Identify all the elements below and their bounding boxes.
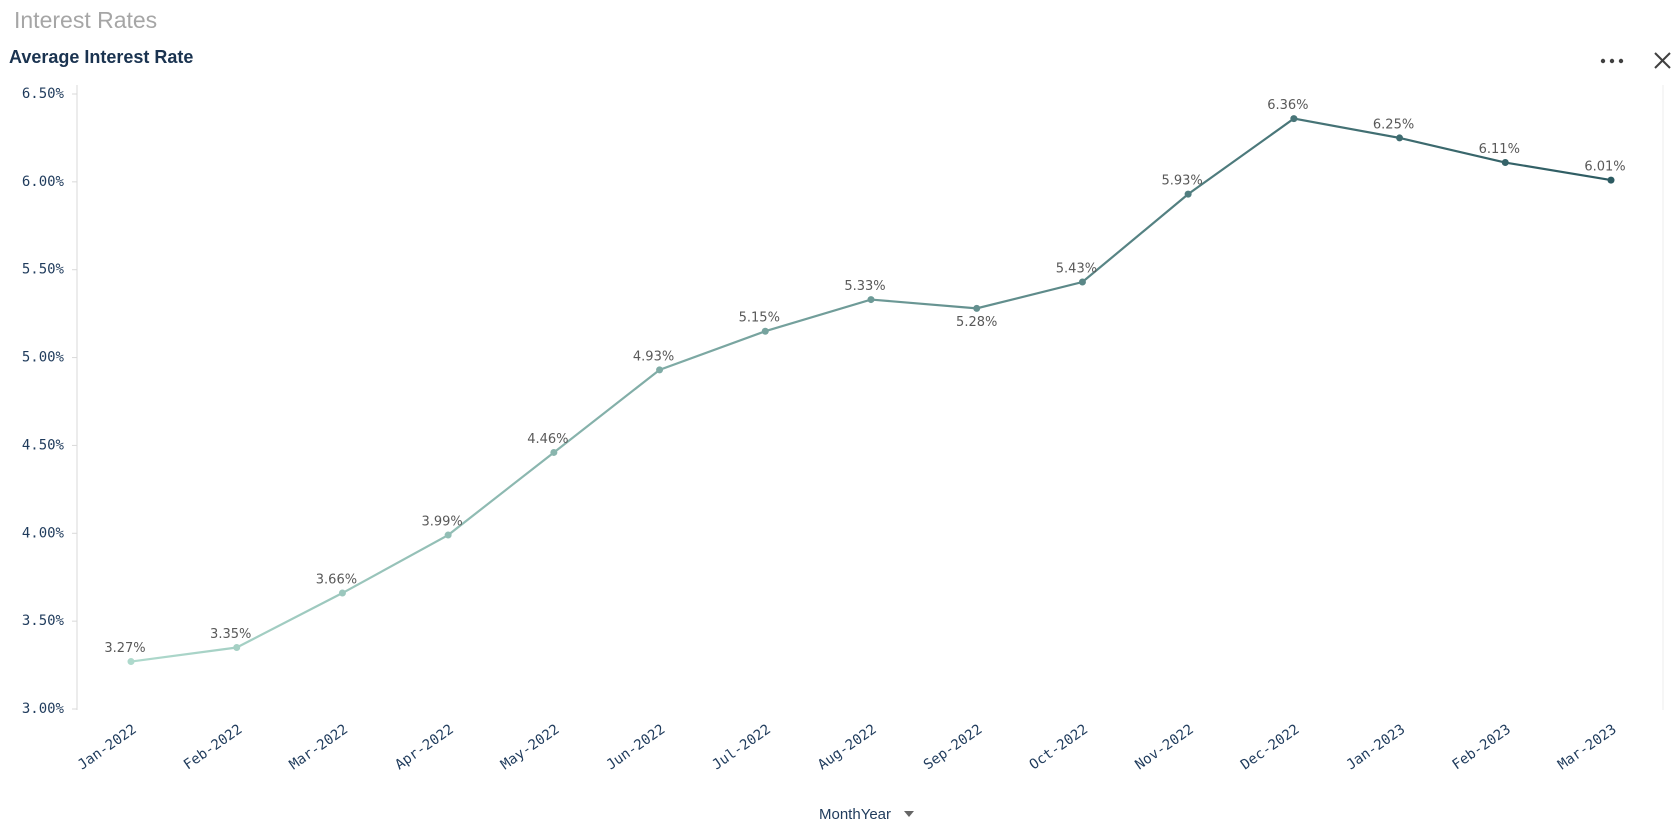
x-tick-label: Mar-2022 xyxy=(287,721,351,773)
y-tick-label: 5.00% xyxy=(22,350,65,366)
data-label: 5.43% xyxy=(1056,262,1097,277)
more-menu[interactable] xyxy=(1600,58,1624,64)
point xyxy=(444,531,452,539)
y-tick-label: 6.00% xyxy=(22,174,65,190)
data-label: 3.66% xyxy=(316,573,357,588)
x-tick-label: Aug-2022 xyxy=(815,721,879,773)
data-label: 3.99% xyxy=(421,515,462,530)
x-tick-label: Sep-2022 xyxy=(921,721,985,773)
point xyxy=(656,366,664,374)
data-label: 4.93% xyxy=(633,349,674,364)
x-tick-label: Jul-2022 xyxy=(709,721,773,773)
data-label: 5.15% xyxy=(739,311,780,326)
x-tick-label: Mar-2023 xyxy=(1555,721,1619,773)
x-tick-label: Jan-2022 xyxy=(75,721,139,773)
x-tick-label: Feb-2022 xyxy=(181,721,245,773)
data-label: 5.93% xyxy=(1161,174,1202,189)
y-tick-label: 3.00% xyxy=(22,701,65,717)
point xyxy=(1184,190,1192,198)
x-tick-label: Oct-2022 xyxy=(1027,721,1091,773)
point xyxy=(1607,176,1615,184)
point xyxy=(867,296,875,304)
y-tick-label: 4.00% xyxy=(22,525,65,541)
y-tick-label: 6.50% xyxy=(22,86,65,102)
point xyxy=(127,658,135,666)
point xyxy=(1396,134,1404,142)
data-label: 5.33% xyxy=(844,279,885,294)
x-tick-label: May-2022 xyxy=(498,721,562,773)
close-button[interactable] xyxy=(1654,52,1671,69)
data-label: 4.46% xyxy=(527,432,568,447)
chart-title: Average Interest Rate xyxy=(9,47,193,67)
x-tick-label: Jun-2022 xyxy=(604,721,668,773)
x-tick-label: Feb-2023 xyxy=(1449,721,1513,773)
data-label: 6.01% xyxy=(1584,160,1625,175)
x-tick-label: Nov-2022 xyxy=(1132,721,1196,773)
data-label: 6.25% xyxy=(1373,117,1414,132)
y-tick-label: 3.50% xyxy=(22,613,65,629)
point xyxy=(338,589,346,597)
data-label: 3.27% xyxy=(104,641,145,656)
point xyxy=(1501,159,1509,167)
sheet-title: Interest Rates xyxy=(14,7,157,33)
x-tick-label: Dec-2022 xyxy=(1238,721,1302,773)
point xyxy=(1078,278,1086,286)
point xyxy=(973,304,981,312)
data-label: 6.11% xyxy=(1479,142,1520,157)
x-field-selector[interactable]: MonthYear xyxy=(819,806,914,823)
data-label: 3.35% xyxy=(210,627,251,642)
point xyxy=(761,327,769,335)
y-tick-label: 4.50% xyxy=(22,437,65,453)
data-label: 5.28% xyxy=(956,315,997,330)
point xyxy=(1290,115,1298,123)
x-axis-title: MonthYear xyxy=(819,806,891,823)
y-tick-label: 5.50% xyxy=(22,262,65,278)
x-tick-label: Jan-2023 xyxy=(1344,721,1408,773)
x-tick-label: Apr-2022 xyxy=(392,721,456,773)
point xyxy=(233,644,241,651)
point xyxy=(550,448,558,456)
data-label: 6.36% xyxy=(1267,98,1308,113)
